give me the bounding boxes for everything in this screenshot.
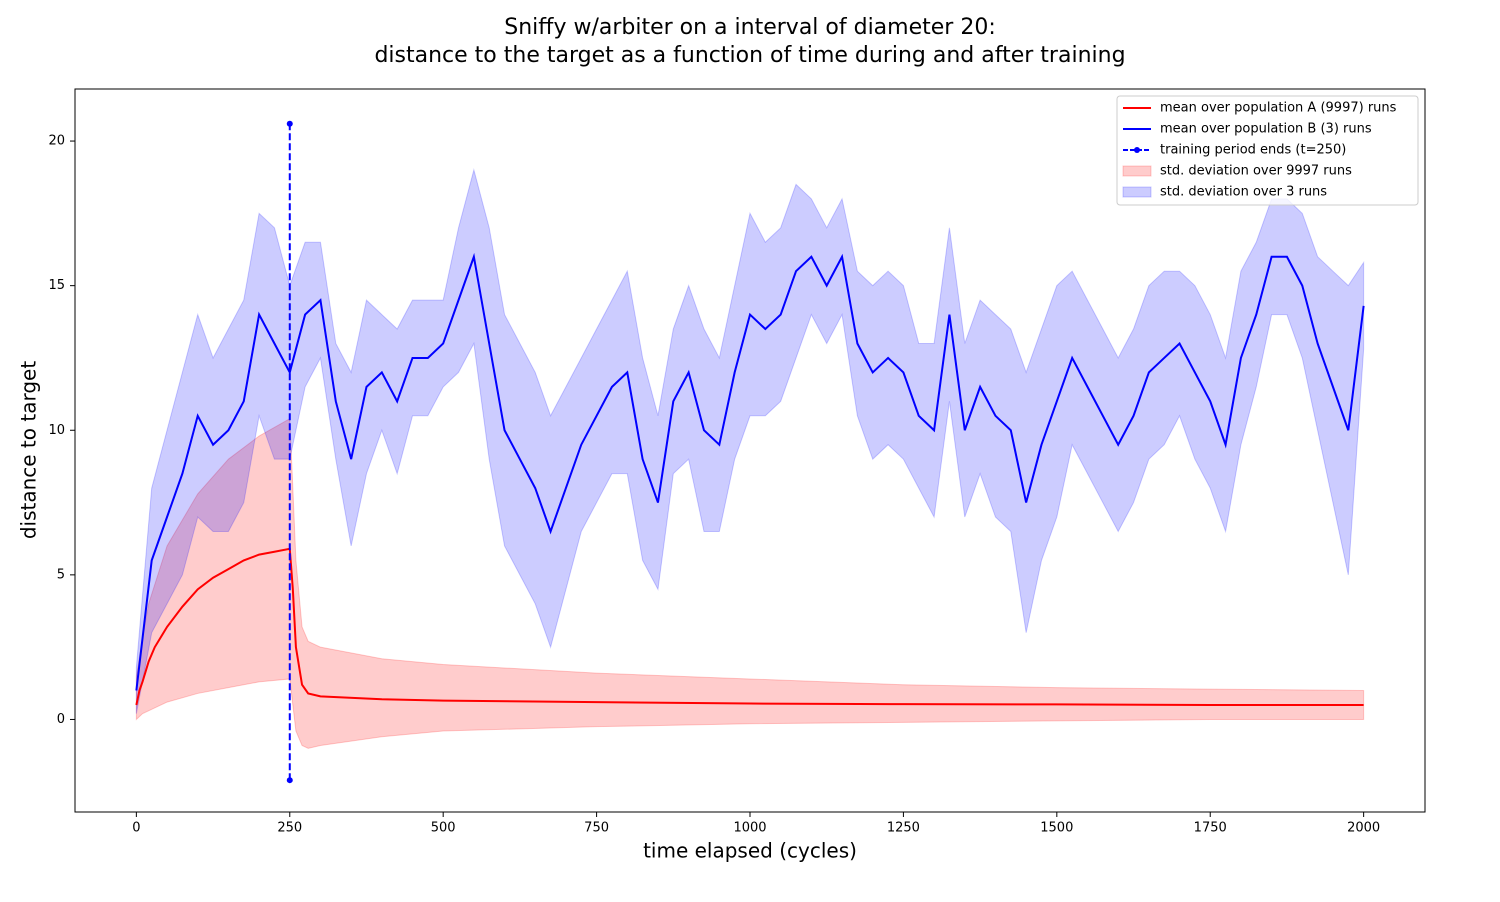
- legend-marker: [1134, 147, 1140, 153]
- x-tick-label: 250: [277, 821, 302, 836]
- std-band: [135, 417, 1365, 749]
- training-end-marker: [286, 120, 293, 127]
- y-tick-label: 15: [48, 278, 65, 293]
- chart-title: Sniffy w/arbiter on a interval of diamet…: [504, 15, 995, 40]
- legend-label: mean over population B (3) runs: [1160, 122, 1372, 137]
- y-tick-label: 20: [48, 134, 65, 149]
- legend-label: mean over population A (9997) runs: [1160, 101, 1397, 116]
- x-tick-label: 1250: [887, 821, 920, 836]
- x-axis-label: time elapsed (cycles): [643, 839, 857, 863]
- plot-area: [135, 120, 1365, 784]
- legend-swatch: [1122, 186, 1152, 198]
- chart-subtitle: distance to the target as a function of …: [374, 43, 1125, 68]
- x-tick-label: 0: [132, 821, 140, 836]
- legend-swatch: [1122, 165, 1152, 177]
- std-band: [135, 168, 1365, 714]
- x-tick-label: 750: [584, 821, 609, 836]
- y-tick-label: 0: [57, 712, 65, 727]
- x-tick-label: 1500: [1040, 821, 1073, 836]
- legend-label: training period ends (t=250): [1160, 143, 1346, 158]
- y-tick-label: 10: [48, 423, 65, 438]
- legend: mean over population A (9997) runs mean o…: [1116, 95, 1419, 206]
- legend-label: std. deviation over 3 runs: [1160, 185, 1327, 200]
- x-tick-label: 1000: [733, 821, 766, 836]
- x-tick-label: 500: [431, 821, 456, 836]
- y-axis-label: distance to target: [17, 361, 41, 540]
- x-tick-label: 2000: [1347, 821, 1380, 836]
- mean-line: [135, 252, 1365, 691]
- y-tick-label: 5: [57, 567, 65, 582]
- training-end-marker: [286, 777, 293, 784]
- x-tick-label: 1750: [1194, 821, 1227, 836]
- legend-label: std. deviation over 9997 runs: [1160, 164, 1352, 179]
- legend-box: [1116, 95, 1419, 206]
